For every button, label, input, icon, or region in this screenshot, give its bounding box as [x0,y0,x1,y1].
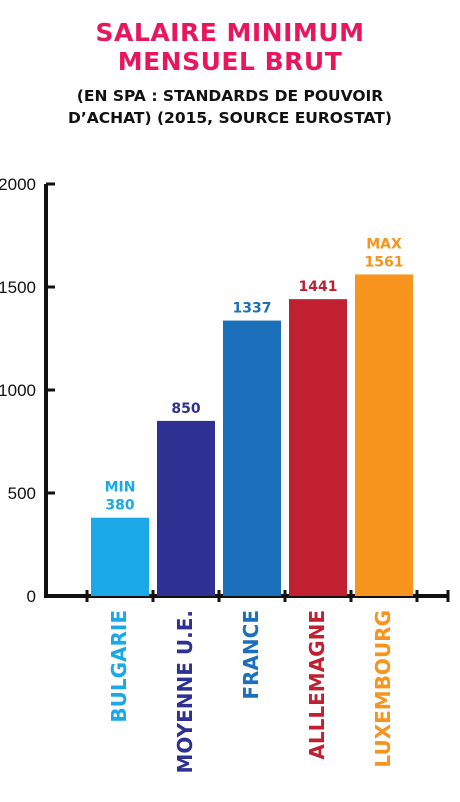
y-tick-label: 1500 [0,278,36,297]
data-label: 850 [171,401,200,417]
data-label: MAX [366,236,402,252]
bar-moyenne-u-e [157,420,215,596]
x-tick-label: BULGARIE [107,610,131,723]
x-tick-label: FRANCE [239,610,263,700]
data-label: 1441 [299,279,338,295]
bar-alllemagne [289,299,347,596]
y-tick-label: 500 [8,484,36,503]
y-tick-label: 1000 [0,381,36,400]
x-tick-label: ALLLEMAGNE [305,610,329,760]
data-label: 380 [105,498,134,514]
y-tick-label: 2000 [0,175,36,194]
data-label: 1337 [233,301,272,317]
x-tick-label: LUXEMBOURG [371,610,395,768]
data-label: 1561 [365,254,404,270]
chart-subtitle-line-1: (EN SPA : STANDARDS DE POUVOIR [76,87,384,105]
chart-title-line-2: MENSUEL BRUT [117,47,343,76]
y-tick-label: 0 [27,587,36,606]
bar-france [223,320,281,596]
data-label: MIN [105,480,136,496]
chart-title-line-1: SALAIRE MINIMUM [95,18,365,47]
x-tick-label: MOYENNE U.E. [173,610,197,774]
bar-bulgarie [91,517,149,596]
chart-subtitle-line-2: D’ACHAT) (2015, SOURCE EUROSTAT) [68,109,392,127]
bar-luxembourg [355,274,413,596]
